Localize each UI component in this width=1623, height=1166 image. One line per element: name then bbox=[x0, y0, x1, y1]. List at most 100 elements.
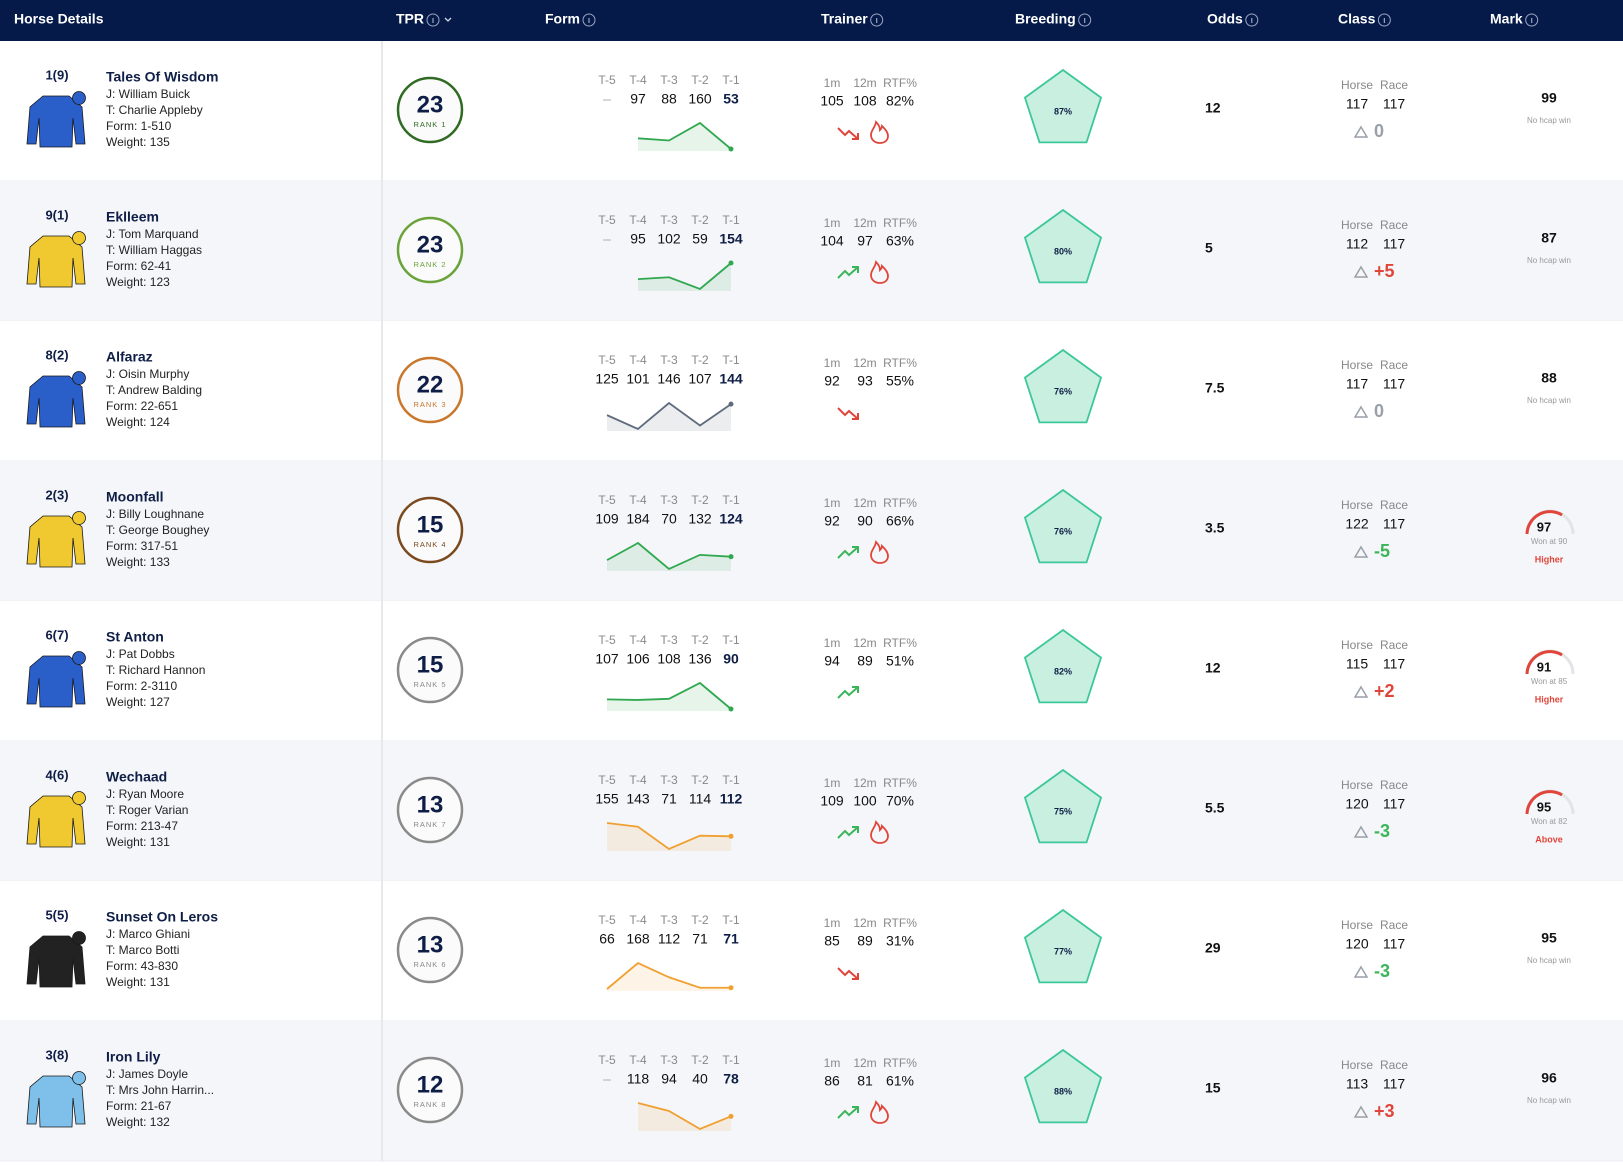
horse-name[interactable]: Tales Of Wisdom bbox=[106, 69, 218, 85]
form-label: T-3 bbox=[660, 213, 678, 227]
form-label: T-4 bbox=[629, 913, 647, 927]
horse-name[interactable]: Sunset On Leros bbox=[106, 909, 218, 925]
breeding-value: 76% bbox=[1054, 386, 1072, 396]
trend-up-icon bbox=[837, 826, 859, 839]
hot-icon bbox=[870, 260, 889, 284]
column-header[interactable]: Class bbox=[1338, 11, 1376, 27]
column-header[interactable]: Horse Details bbox=[14, 11, 104, 27]
tpr-rank: RANK 3 bbox=[413, 400, 446, 409]
tpr-rank: RANK 7 bbox=[413, 820, 446, 829]
form-label: T-1 bbox=[722, 73, 740, 87]
horse-form: Form: 21-67 bbox=[106, 1099, 172, 1113]
horse-name[interactable]: St Anton bbox=[106, 629, 164, 645]
form-value: 78 bbox=[723, 1071, 739, 1087]
trainer-label: 1m bbox=[824, 216, 841, 230]
horse-name[interactable]: Eklleem bbox=[106, 209, 159, 225]
form-value: 70 bbox=[661, 511, 677, 527]
horse-name[interactable]: Wechaad bbox=[106, 769, 167, 785]
class-label: Race bbox=[1380, 778, 1408, 792]
runner-row[interactable]: 9(1) Eklleem J: Tom Marquand T: William Hag… bbox=[0, 181, 1623, 322]
trainer-value: 104 bbox=[820, 233, 844, 249]
horse-form: Form: 1-510 bbox=[106, 119, 172, 133]
form-label: T-5 bbox=[598, 773, 616, 787]
form-value: 40 bbox=[692, 1071, 708, 1087]
form-value: 136 bbox=[688, 651, 712, 667]
form-sparkline bbox=[606, 961, 731, 990]
sort-icon bbox=[444, 17, 452, 22]
horse-form: Form: 62-41 bbox=[106, 259, 172, 273]
column-header[interactable]: Odds bbox=[1207, 11, 1243, 27]
form-value: 101 bbox=[626, 371, 650, 387]
form-sparkline bbox=[637, 1102, 732, 1131]
tpr-value: 12 bbox=[417, 1071, 444, 1098]
draw-number: 3(8) bbox=[45, 1047, 68, 1062]
trainer-value: 89 bbox=[857, 653, 873, 669]
horse-jockey: J: Billy Loughnane bbox=[106, 507, 204, 521]
form-point bbox=[728, 985, 734, 991]
trend-down-icon bbox=[837, 127, 859, 140]
class-value: 117 bbox=[1383, 236, 1406, 252]
silks-cap bbox=[72, 91, 86, 105]
horse-trainer: T: Marco Botti bbox=[106, 943, 179, 957]
form-label: T-4 bbox=[629, 213, 647, 227]
info-icon bbox=[1525, 13, 1539, 27]
runner-row[interactable]: 3(8) Iron Lily J: James Doyle T: Mrs John H… bbox=[0, 1021, 1623, 1162]
horse-name[interactable]: Moonfall bbox=[106, 489, 164, 505]
horse-form: Form: 213-47 bbox=[106, 819, 178, 833]
trainer-label: 12m bbox=[853, 356, 876, 370]
trainer-value: 90 bbox=[857, 513, 873, 529]
column-header[interactable]: Trainer bbox=[821, 11, 868, 27]
runner-row[interactable]: 1(9) Tales Of Wisdom J: William Buick T: Ch… bbox=[0, 41, 1623, 182]
form-value: 90 bbox=[723, 651, 739, 667]
trainer-label: 12m bbox=[853, 776, 876, 790]
form-value: 71 bbox=[661, 791, 677, 807]
horse-name[interactable]: Iron Lily bbox=[106, 1049, 161, 1065]
runner-row[interactable]: 4(6) Wechaad J: Ryan Moore T: Roger Varian F… bbox=[0, 741, 1623, 882]
runner-row[interactable]: 2(3) Moonfall J: Billy Loughnane T: George … bbox=[0, 461, 1623, 602]
form-value: 106 bbox=[626, 651, 650, 667]
tpr-rank: RANK 6 bbox=[413, 960, 446, 969]
runner-row[interactable]: 6(7) St Anton J: Pat Dobbs T: Richard Hanno… bbox=[0, 601, 1623, 742]
trainer-label: RTF% bbox=[883, 636, 917, 650]
trainer-label: 1m bbox=[824, 356, 841, 370]
runner-row[interactable]: 8(2) Alfaraz J: Oisin Murphy T: Andrew Bald… bbox=[0, 321, 1623, 462]
horse-name[interactable]: Alfaraz bbox=[106, 349, 153, 365]
class-label: Race bbox=[1380, 1058, 1408, 1072]
column-header[interactable]: TPR bbox=[396, 11, 424, 27]
tpr-ring bbox=[396, 1056, 464, 1124]
tpr-ring bbox=[396, 776, 464, 844]
odds: 3.5 bbox=[1205, 520, 1225, 536]
mark-note: No hcap win bbox=[1527, 1096, 1571, 1105]
class-value: 117 bbox=[1383, 656, 1406, 672]
form-value: 155 bbox=[595, 791, 619, 807]
class-label: Horse bbox=[1341, 358, 1373, 372]
runner-row[interactable]: 5(5) Sunset On Leros J: Marco Ghiani T: Mar… bbox=[0, 881, 1623, 1022]
form-value: 118 bbox=[627, 1071, 650, 1087]
silks-cap bbox=[72, 931, 86, 945]
column-header[interactable]: Breeding bbox=[1015, 11, 1076, 27]
mark-gauge bbox=[1525, 790, 1563, 815]
tpr-value: 15 bbox=[417, 511, 444, 538]
class-label: Horse bbox=[1341, 778, 1373, 792]
delta-icon bbox=[1353, 265, 1369, 278]
trainer-value: 63% bbox=[886, 233, 914, 249]
odds: 7.5 bbox=[1205, 380, 1225, 396]
tpr-value: 23 bbox=[417, 231, 444, 258]
class-label: Race bbox=[1380, 918, 1408, 932]
trainer-value: 93 bbox=[857, 373, 873, 389]
horse-form: Form: 2-3110 bbox=[106, 679, 177, 693]
delta-icon bbox=[1353, 125, 1369, 138]
class-value: 115 bbox=[1346, 656, 1369, 672]
delta-icon bbox=[1353, 685, 1369, 698]
column-header[interactable]: Mark bbox=[1490, 11, 1523, 27]
silks-cap bbox=[72, 651, 86, 665]
form-label: T-1 bbox=[722, 633, 740, 647]
trainer-label: 1m bbox=[824, 916, 841, 930]
column-header[interactable]: Form bbox=[545, 11, 580, 27]
horse-jockey: J: Pat Dobbs bbox=[106, 647, 175, 661]
form-value: 114 bbox=[689, 791, 712, 807]
trend-down-icon bbox=[837, 407, 859, 420]
trend-up-icon bbox=[837, 546, 859, 559]
breeding-pentagon bbox=[1023, 208, 1103, 284]
form-value: 59 bbox=[692, 231, 708, 247]
